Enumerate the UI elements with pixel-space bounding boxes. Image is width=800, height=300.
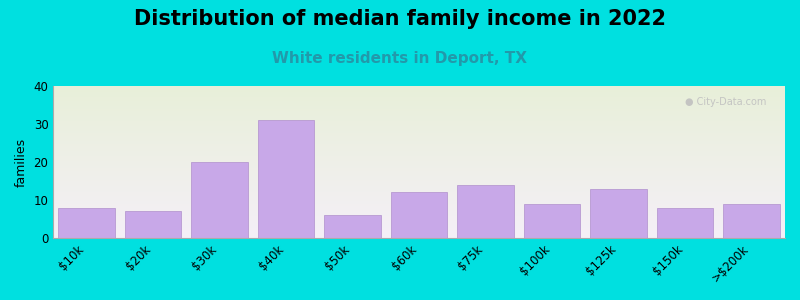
Text: White residents in Deport, TX: White residents in Deport, TX [273,51,527,66]
Bar [458,185,514,238]
Bar [191,162,248,238]
Bar [657,208,714,238]
Text: Distribution of median family income in 2022: Distribution of median family income in … [134,9,666,29]
Text: ● City-Data.com: ● City-Data.com [686,97,766,106]
Y-axis label: families: families [15,137,28,187]
Bar [723,204,780,238]
Bar [391,192,447,238]
Bar [524,204,581,238]
Bar [125,212,182,238]
Bar [58,208,115,238]
Bar [258,120,314,238]
Bar [590,189,647,238]
Bar [324,215,381,238]
